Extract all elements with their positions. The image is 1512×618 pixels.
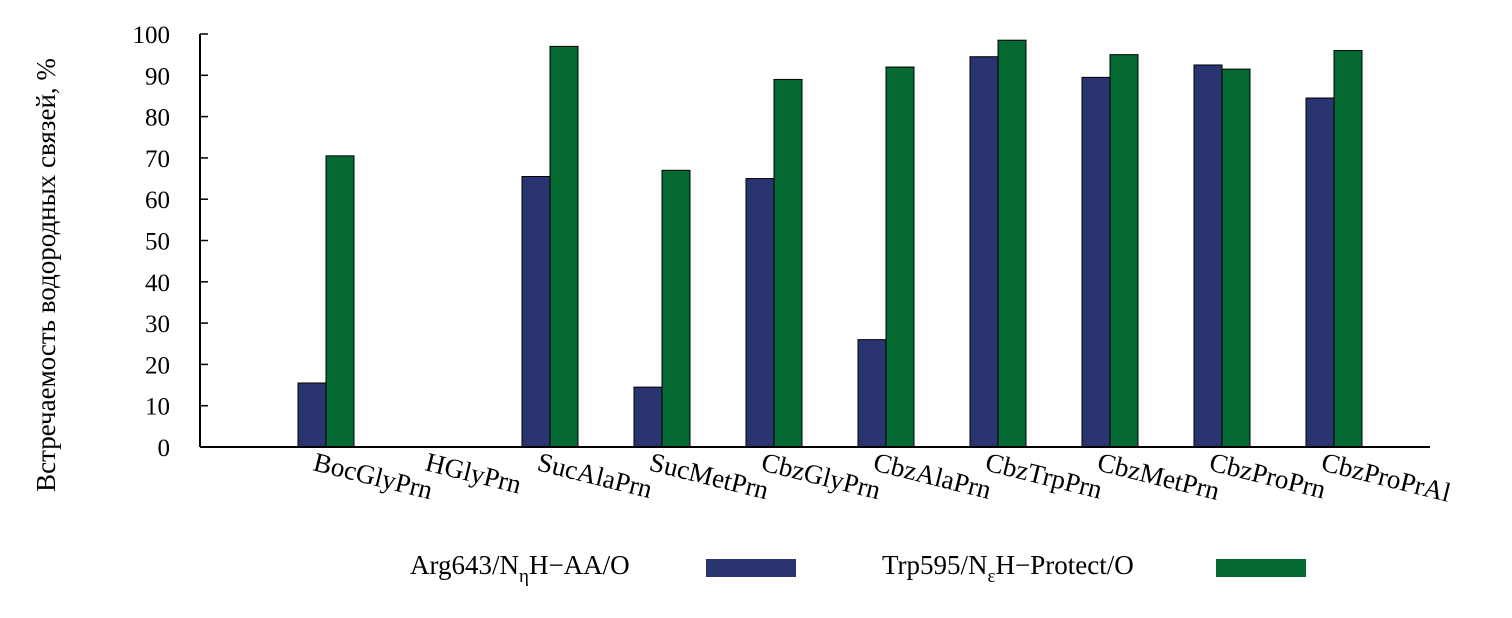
x-label-SucMetPrn: SucMetPrn: [647, 447, 773, 506]
bar-arg643-CbzAlaPrn: [857, 339, 887, 448]
y-ticks-group: 0 10 20 30 40 50 60 70 80 90 100: [133, 22, 208, 462]
bar-arg643-CbzMetPrn: [1081, 76, 1111, 448]
y-tick-label-60: 60: [145, 187, 170, 214]
y-axis-label: Встречаемость водородных связей, %: [31, 58, 61, 492]
y-tick-label-90: 90: [145, 63, 170, 90]
y-tick-label-50: 50: [145, 229, 170, 256]
y-tick-label-70: 70: [145, 146, 170, 173]
y-tick-label-100: 100: [133, 22, 171, 49]
x-label-HGlyPrn: HGlyPrn: [423, 447, 525, 500]
bar-trp595-CbzGlyPrn: [773, 78, 803, 448]
bar-arg643-CbzProPrn: [1193, 64, 1223, 448]
legend: Arg643/NηH−AA/O Trp595/NεH−Protect/O: [410, 550, 1306, 587]
bar-arg643-SucAlaPrn: [521, 175, 551, 448]
bar-trp595-SucAlaPrn: [549, 45, 579, 448]
legend-label-trp595: Trp595/NεH−Protect/O: [882, 550, 1134, 587]
bar-arg643-CbzGlyPrn: [745, 178, 775, 448]
x-label-CbzProPrAl: CbzProPrAl: [1319, 447, 1454, 508]
bar-arg643-SucMetPrn: [633, 386, 663, 448]
x-label-SucAlaPrn: SucAlaPrn: [535, 447, 656, 505]
bar-arg643-BocGlyPrn: [297, 382, 327, 448]
x-label-BocGlyPrn: BocGlyPrn: [311, 447, 437, 506]
bar-arg643-CbzProPrAl: [1305, 97, 1335, 448]
legend-label-arg643: Arg643/NηH−AA/O: [410, 550, 630, 587]
bar-trp595-CbzProPrn: [1221, 68, 1251, 448]
x-label-CbzMetPrn: CbzMetPrn: [1095, 447, 1224, 506]
bar-arg643-CbzTrpPrn: [969, 56, 999, 448]
x-label-CbzProPrn: CbzProPrn: [1207, 447, 1330, 505]
y-tick-label-40: 40: [145, 270, 170, 297]
x-label-CbzAlaPrn: CbzAlaPrn: [871, 447, 995, 505]
y-tick-label-20: 20: [145, 352, 170, 379]
legend-swatch-arg643: [706, 559, 796, 577]
bar-trp595-CbzProPrAl: [1333, 50, 1363, 448]
y-tick-label-10: 10: [145, 394, 170, 421]
y-tick-label-30: 30: [145, 311, 170, 338]
bars-group: [297, 39, 1363, 448]
y-tick-label-0: 0: [158, 435, 171, 462]
x-label-CbzTrpPrn: CbzTrpPrn: [983, 447, 1106, 505]
x-label-CbzGlyPrn: CbzGlyPrn: [759, 447, 885, 506]
bar-trp595-CbzMetPrn: [1109, 54, 1139, 448]
bar-trp595-SucMetPrn: [661, 169, 691, 448]
bar-trp595-CbzTrpPrn: [997, 39, 1027, 448]
y-tick-label-80: 80: [145, 105, 170, 132]
bar-trp595-BocGlyPrn: [325, 155, 355, 448]
bar-trp595-CbzAlaPrn: [885, 66, 915, 448]
legend-swatch-trp595: [1216, 559, 1306, 577]
